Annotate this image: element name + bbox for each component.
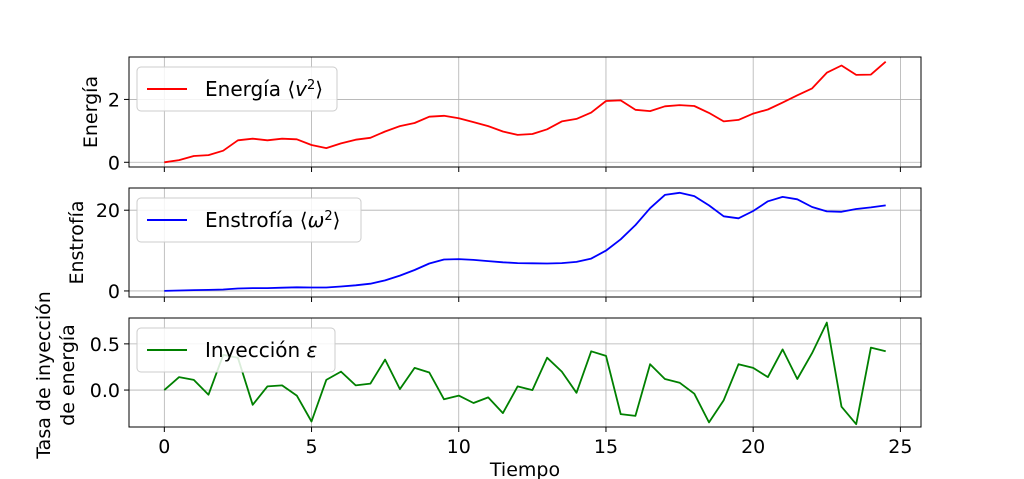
legend-box (136, 66, 338, 112)
x-tick-label: 15 (594, 436, 618, 458)
x-tick-label: 25 (888, 436, 912, 458)
subplot-3: 0 5 10 15 20 25 0.0 0.5 Tasa de inyección de ener… (33, 291, 922, 479)
legend: Inyección ε (136, 327, 336, 373)
y-tick-label: 0.0 (90, 380, 120, 402)
subplot-1: 0 2 Energía Energía ⟨v2⟩ (80, 56, 922, 174)
series-line (163, 321, 886, 426)
y-axis-label-line-1: Tasa de inyección (33, 291, 55, 460)
y-tick-label: 0.5 (90, 334, 120, 356)
y-axis-label-line-2: de energía (57, 324, 79, 426)
x-tick-label: 0 (158, 436, 170, 458)
legend: Enstrofía ⟨ω2⟩ (136, 197, 362, 243)
legend-label: Inyección ε (205, 338, 318, 362)
y-tick-label: 0 (108, 281, 120, 303)
x-tick-label: 5 (305, 436, 317, 458)
legend-label: Enstrofía ⟨ω2⟩ (205, 208, 340, 232)
series-line (164, 191, 886, 292)
y-tick-label: 2 (108, 89, 120, 111)
legend-label: Energía ⟨v2⟩ (205, 77, 323, 101)
axes-frame (128, 56, 922, 168)
axes-frame (128, 317, 922, 428)
x-tick-label: 20 (741, 436, 765, 458)
y-tick-label: 0 (108, 152, 120, 174)
y-axis-label: Enstrofía (66, 200, 88, 284)
legend-box (136, 327, 336, 373)
series-line (164, 61, 887, 164)
x-axis-label: Tiempo (489, 459, 560, 479)
y-axis-label: Energía (80, 76, 102, 148)
axes-frame (128, 187, 922, 298)
x-tick-label: 10 (447, 436, 471, 458)
legend: Energía ⟨v2⟩ (136, 66, 338, 112)
y-tick-label: 20 (96, 200, 120, 222)
legend-box (136, 197, 362, 243)
subplot-2: 0 20 Enstrofía Enstrofía ⟨ω2⟩ (66, 187, 922, 303)
